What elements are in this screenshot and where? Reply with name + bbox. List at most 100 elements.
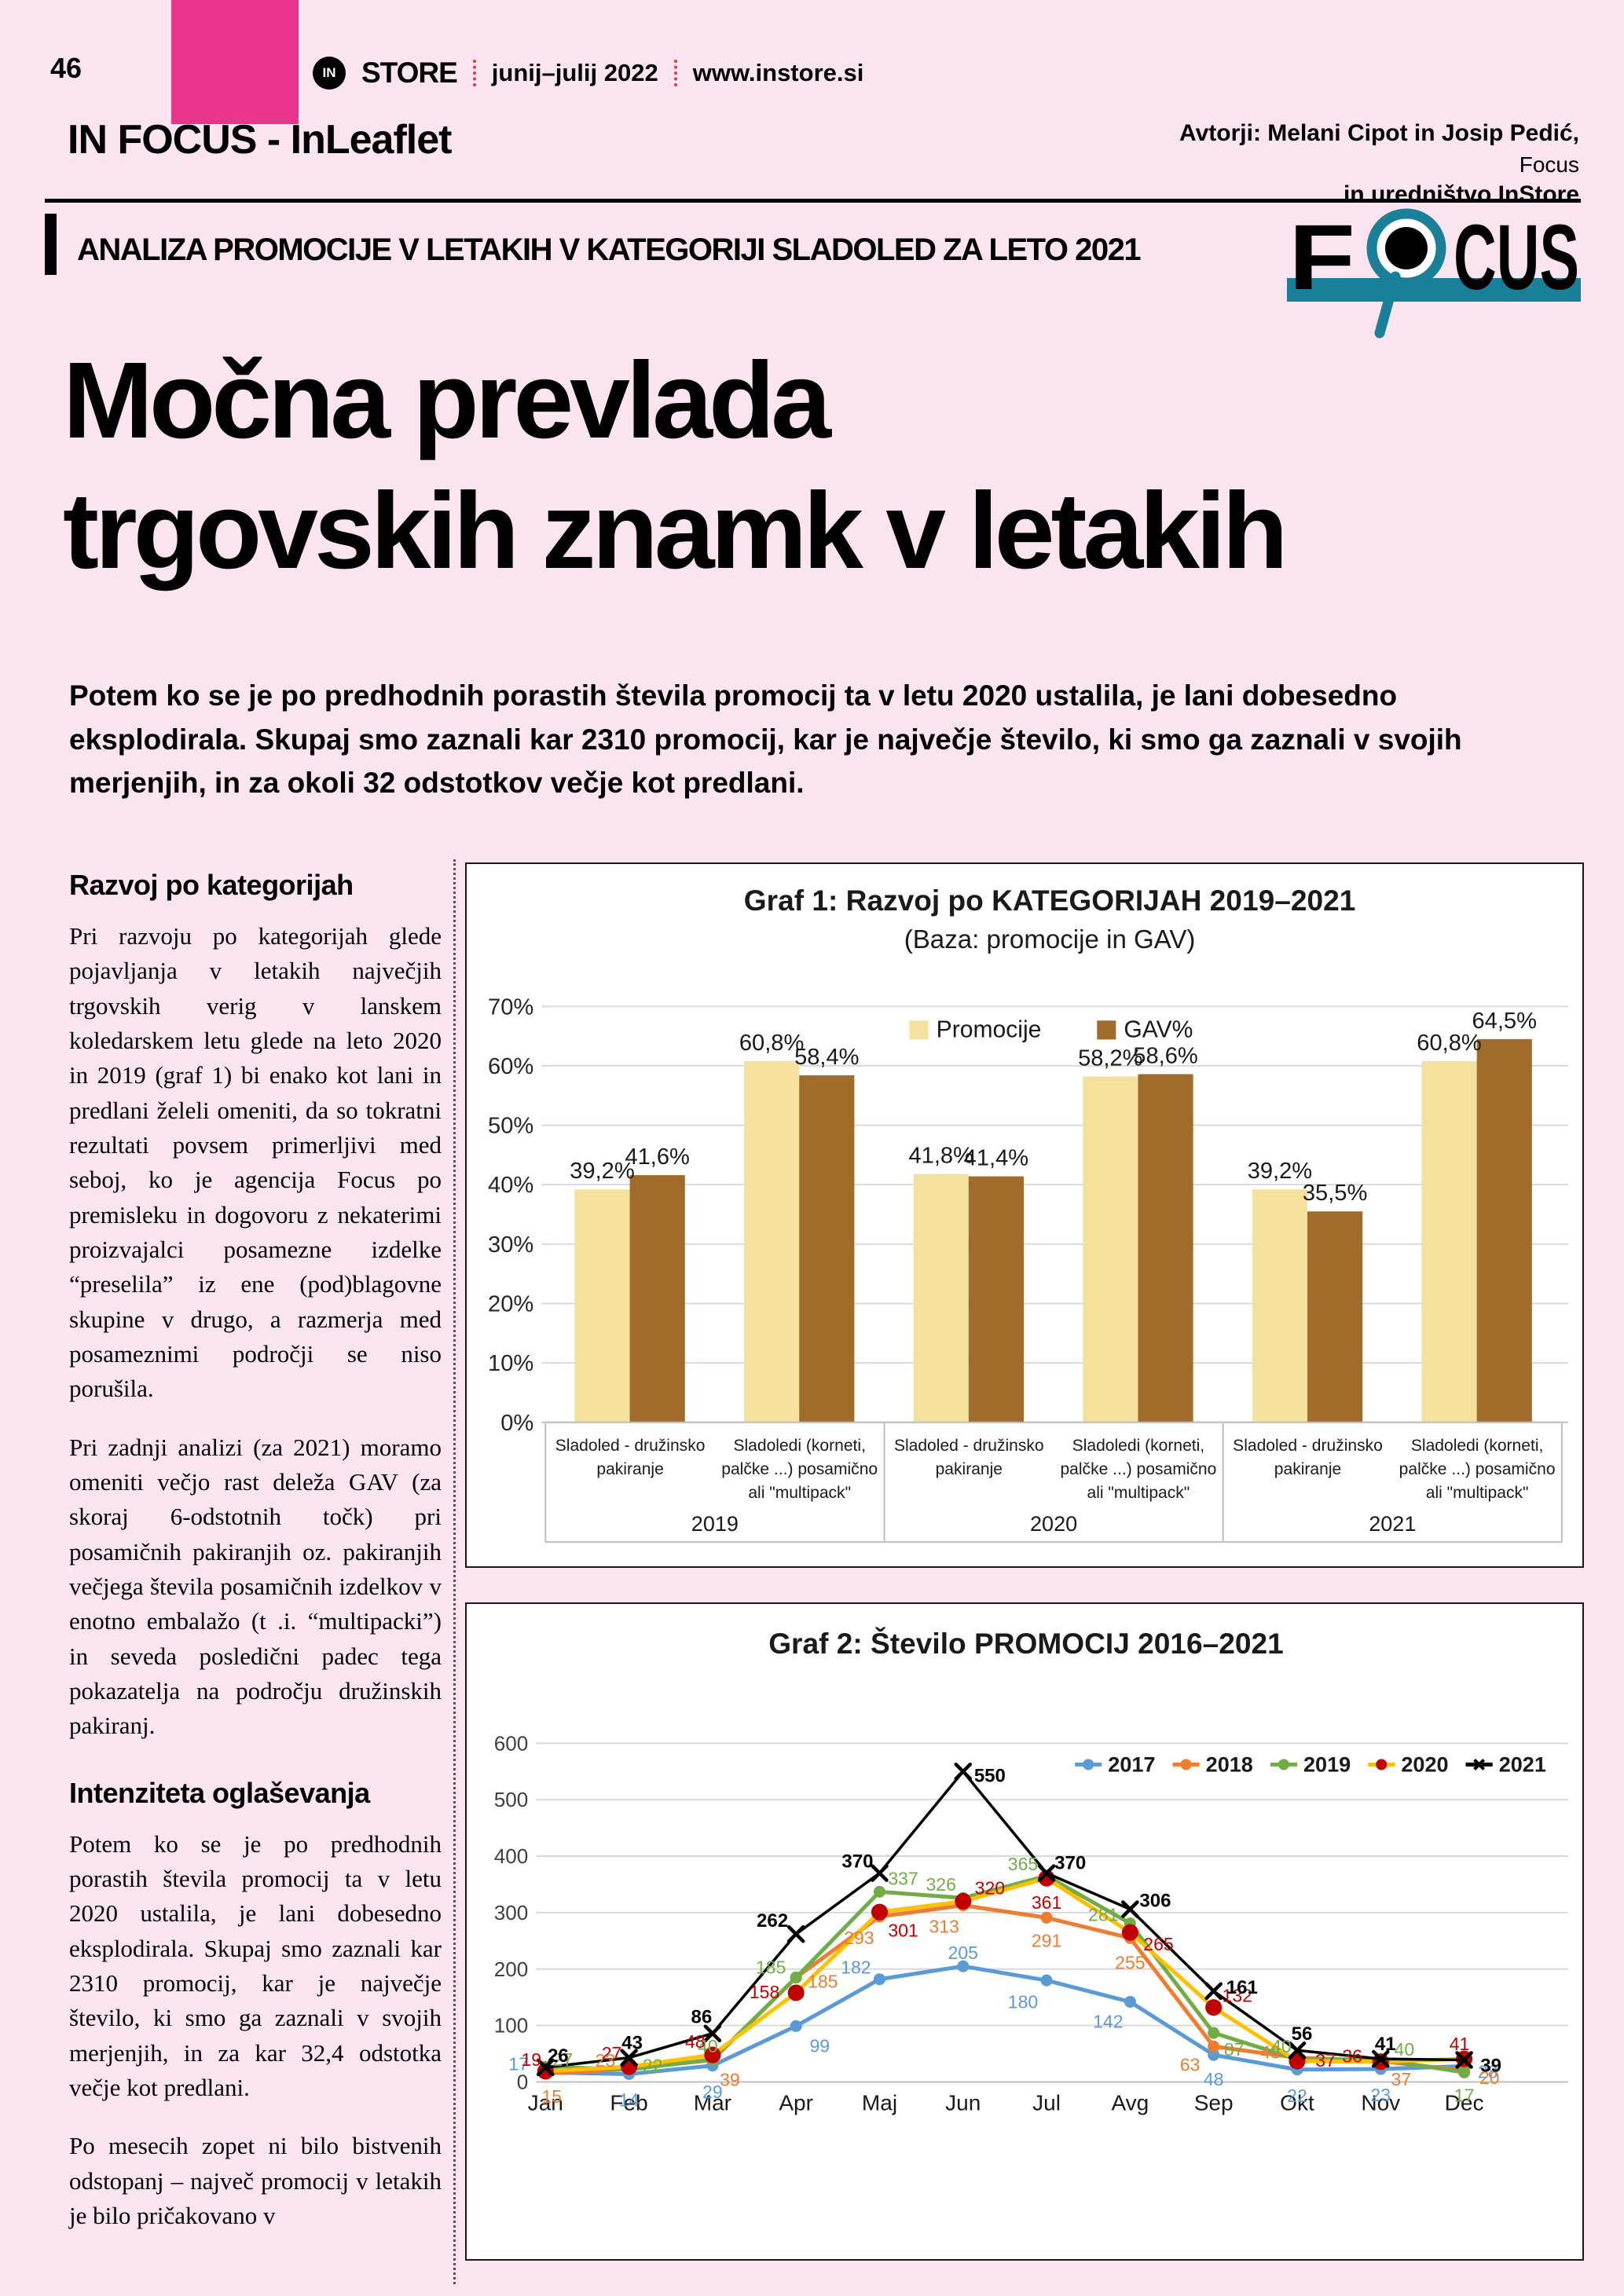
svg-text:0: 0 (517, 2071, 529, 2094)
svg-text:361: 361 (1032, 1892, 1061, 1913)
bar-Promocije-5 (1421, 1060, 1477, 1423)
svg-text:265: 265 (1143, 1934, 1173, 1954)
svg-text:29: 29 (702, 2082, 723, 2102)
svg-text:Apr: Apr (779, 2091, 813, 2115)
svg-text:ali "multipack": ali "multipack" (748, 1484, 851, 1502)
svg-text:2018: 2018 (1206, 1752, 1253, 1776)
page-number: 46 (50, 52, 82, 84)
dotted-separator-icon (673, 60, 677, 86)
svg-text:320: 320 (975, 1878, 1005, 1899)
bar-Promocije-2 (913, 1174, 969, 1423)
bar-Promocije-1 (743, 1060, 800, 1423)
graf2-svg: Graf 2: Število PROMOCIJ 2016–2021 0 100 20… (494, 1627, 1568, 2115)
authors-line3: in uredništvo InStore (1343, 181, 1579, 208)
graf2-labels-2018: 15 23 39 185 293 313 291 255 63 43 37 20 (541, 1917, 1499, 2107)
graf2-labels-2017: 17 14 29 99 182 205 180 142 48 22 23 28 (508, 1943, 1498, 2110)
svg-text:87: 87 (1224, 2039, 1245, 2060)
svg-text:291: 291 (1032, 1931, 1061, 1951)
svg-text:63: 63 (1180, 2054, 1201, 2074)
dotted-separator-icon (472, 60, 476, 86)
svg-text:86: 86 (691, 2007, 712, 2028)
bar-GAV%-4 (1307, 1211, 1363, 1423)
svg-text:palčke ...) posamično: palčke ...) posamično (1399, 1460, 1556, 1478)
graf1-subtitle: (Baza: promocije in GAV) (904, 925, 1196, 954)
svg-text:48: 48 (1204, 2069, 1224, 2089)
graf2-legend: 2017 2018 2019 2020 2021 (1075, 1752, 1546, 1776)
svg-text:17: 17 (1454, 2085, 1475, 2105)
svg-text:550: 550 (974, 1765, 1006, 1786)
svg-text:23: 23 (596, 2050, 616, 2071)
svg-text:26: 26 (548, 2045, 569, 2067)
svg-text:58,6%: 58,6% (1133, 1043, 1197, 1068)
graf1-title: Graf 1: Razvoj po KATEGORIJAH 2019–2021 (744, 884, 1356, 917)
svg-text:185: 185 (808, 1972, 838, 1992)
svg-text:100: 100 (494, 2014, 528, 2038)
svg-text:58,4%: 58,4% (794, 1045, 859, 1070)
svg-text:99: 99 (809, 2035, 830, 2056)
svg-text:Sladoled - družinsko: Sladoled - družinsko (555, 1437, 706, 1455)
svg-text:2019: 2019 (1303, 1752, 1351, 1776)
svg-text:40: 40 (698, 2036, 718, 2056)
svg-text:200: 200 (494, 1957, 528, 1981)
svg-text:205: 205 (948, 1943, 978, 1963)
graf2-labels-2020: 19 27 48 158 301 320 361 265 132 37 36 41 (521, 1878, 1469, 2071)
svg-text:2021: 2021 (1499, 1752, 1546, 1776)
svg-text:Feb: Feb (610, 2091, 647, 2115)
svg-text:Dec: Dec (1445, 2091, 1484, 2115)
graf2-series-2021 (537, 1762, 1473, 2077)
instore-logo-text: STORE (361, 57, 458, 89)
svg-text:326: 326 (926, 1874, 955, 1895)
svg-text:2020: 2020 (1401, 1752, 1448, 1776)
graf1-bars (574, 1038, 1532, 1423)
graf2-line-chart: Graf 2: Število PROMOCIJ 2016–2021 0 100 20… (465, 1602, 1584, 2261)
bar-Promocije-4 (1252, 1189, 1308, 1423)
svg-text:39,2%: 39,2% (1248, 1159, 1312, 1184)
svg-text:39: 39 (720, 2070, 740, 2090)
svg-text:pakiranje: pakiranje (1274, 1460, 1341, 1478)
svg-text:370: 370 (841, 1851, 873, 1873)
svg-text:48: 48 (685, 2031, 706, 2052)
svg-text:35,5%: 35,5% (1303, 1181, 1367, 1206)
graf1-category-axis: Sladoled - družinsko pakiranje Sladoledi (… (544, 1421, 1563, 1543)
svg-text:20: 20 (1479, 2067, 1500, 2088)
svg-text:palčke ...) posamično: palčke ...) posamično (721, 1460, 878, 1478)
svg-text:Sladoledi (korneti,: Sladoledi (korneti, (733, 1437, 865, 1455)
svg-text:41: 41 (1450, 2034, 1470, 2054)
authors-block: Avtorji: Melani Cipot in Josip Pedić, Fo… (1179, 118, 1579, 211)
svg-text:0%: 0% (500, 1411, 533, 1436)
svg-text:400: 400 (494, 1844, 528, 1868)
svg-text:70%: 70% (488, 994, 533, 1020)
svg-text:60%: 60% (488, 1054, 533, 1079)
graf1-legend: Promocije GAV% (909, 1016, 1193, 1042)
svg-text:23: 23 (1370, 2085, 1391, 2105)
graf2-gridlines: 0 100 200 300 400 500 600 (494, 1731, 1568, 2094)
svg-text:Maj: Maj (862, 2091, 897, 2115)
bar-GAV%-0 (629, 1175, 685, 1423)
headline-line1: Močna prevlada (63, 340, 831, 461)
headline-line2: trgovskih znamk v letakih (63, 470, 1289, 591)
focus-logo-letter-f: F (1289, 206, 1355, 309)
bar-GAV%-5 (1476, 1038, 1532, 1423)
svg-text:Mar: Mar (694, 2091, 731, 2115)
svg-text:40: 40 (1271, 2036, 1292, 2056)
svg-text:500: 500 (494, 1788, 528, 1811)
focus-logo-bar (1287, 278, 1581, 302)
svg-text:37: 37 (1391, 2069, 1412, 2089)
svg-text:22: 22 (643, 2056, 663, 2076)
svg-text:39: 39 (1480, 2056, 1501, 2077)
svg-text:28: 28 (1478, 2061, 1498, 2082)
svg-text:GAV%: GAV% (1124, 1016, 1193, 1042)
svg-text:14: 14 (619, 2090, 640, 2111)
masthead: IN STORE junij–julij 2022 www.instore.si (313, 57, 863, 90)
authors-line2: Focus (1519, 152, 1579, 177)
section-title: IN FOCUS - InLeaflet (68, 117, 452, 163)
svg-text:180: 180 (1008, 1991, 1038, 2012)
focus-logo-graphic: F CUS (1287, 206, 1581, 339)
svg-text:58,2%: 58,2% (1078, 1045, 1142, 1071)
dotted-column-divider (453, 859, 456, 2284)
svg-text:41,8%: 41,8% (908, 1144, 973, 1169)
bar-GAV%-2 (968, 1176, 1024, 1423)
svg-text:600: 600 (494, 1731, 528, 1755)
pink-accent-rect (171, 0, 299, 124)
